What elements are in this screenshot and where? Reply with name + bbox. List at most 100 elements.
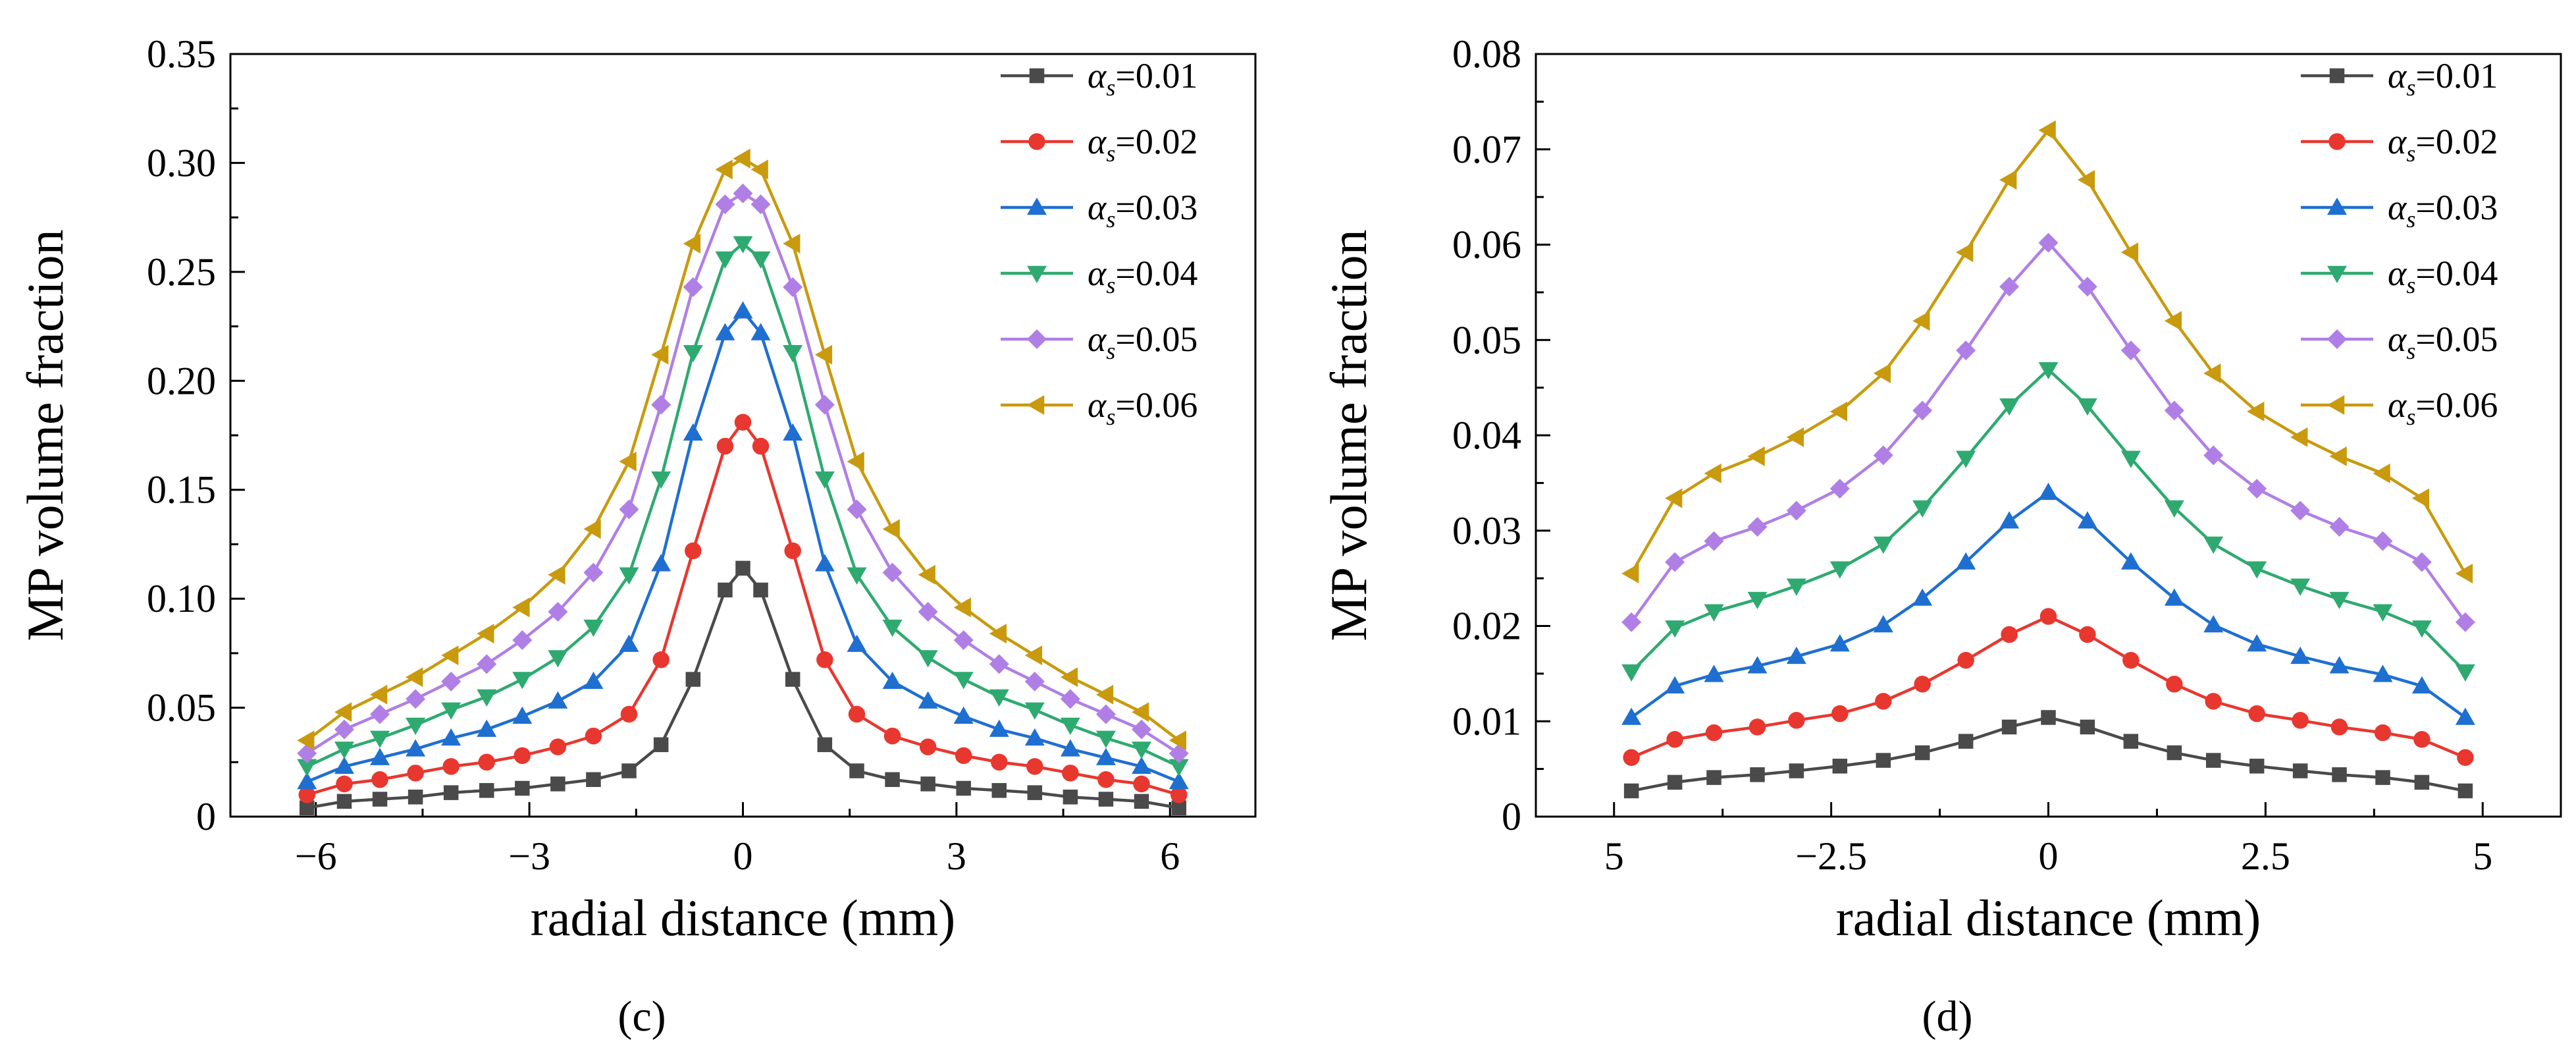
legend-symbol: α <box>1088 122 1107 161</box>
legend: αs=0.01αs=0.02αs=0.03αs=0.04αs=0.05αs=0.… <box>2301 56 2498 430</box>
data-point <box>2290 646 2311 664</box>
data-point <box>1832 759 1848 774</box>
data-point <box>849 763 864 778</box>
data-point <box>549 738 567 755</box>
data-point <box>479 783 494 798</box>
data-point <box>783 423 803 441</box>
x-tick-label: 5 <box>1604 834 1624 878</box>
data-point <box>298 786 315 803</box>
data-point <box>989 719 1009 737</box>
data-point <box>2458 783 2473 799</box>
data-point <box>1788 712 1805 729</box>
data-point <box>651 394 671 415</box>
legend: αs=0.01αs=0.02αs=0.03αs=0.04αs=0.05αs=0.… <box>1001 56 1197 430</box>
data-point <box>2455 563 2473 583</box>
data-point <box>1912 400 1933 421</box>
legend-subscript: s <box>1106 404 1115 430</box>
y-tick-label: 0.05 <box>1452 318 1521 362</box>
data-point <box>1132 756 1151 774</box>
data-point <box>1621 664 1642 682</box>
data-point <box>2205 693 2222 710</box>
data-point <box>443 785 459 800</box>
data-point <box>2411 676 2432 693</box>
data-point <box>2290 427 2308 447</box>
data-point <box>2038 362 2059 380</box>
data-point <box>1024 645 1043 666</box>
series-line <box>306 310 1180 784</box>
data-point <box>919 738 937 755</box>
data-point <box>1665 676 1685 693</box>
data-point <box>715 159 733 180</box>
data-point <box>784 542 801 560</box>
legend-item: αs=0.01 <box>2301 56 2498 101</box>
y-tick-label: 0.02 <box>1452 605 1521 648</box>
x-axis-title: radial distance (mm) <box>531 889 955 946</box>
data-point <box>1829 634 1850 652</box>
data-point <box>406 667 423 688</box>
data-point <box>683 345 703 363</box>
x-tick-label: 0 <box>2039 834 2059 878</box>
data-point <box>953 630 974 651</box>
data-point <box>715 194 735 215</box>
x-tick-label: 2.5 <box>2241 834 2290 878</box>
legend-marker <box>1027 329 1047 349</box>
data-point <box>550 776 565 792</box>
data-point <box>297 730 315 751</box>
data-point <box>477 654 497 674</box>
x-tick-label: −3 <box>508 834 550 878</box>
data-point <box>297 772 317 790</box>
legend-value: =0.01 <box>1115 56 1197 95</box>
series-1 <box>299 560 1187 816</box>
data-point <box>1704 664 1724 682</box>
data-point <box>441 702 461 720</box>
data-point <box>2411 552 2432 572</box>
data-point <box>2411 620 2432 638</box>
data-point <box>2411 488 2430 508</box>
data-point <box>1912 588 1933 606</box>
y-tick-label: 0.04 <box>1452 414 1521 457</box>
data-point <box>1873 536 1893 555</box>
data-point <box>1748 718 1766 736</box>
data-point <box>750 251 771 269</box>
data-point <box>1958 734 1974 749</box>
y-tick-label: 0.05 <box>147 686 216 730</box>
legend-label: αs=0.06 <box>2388 385 2498 430</box>
data-point <box>783 345 803 363</box>
data-point <box>583 519 601 539</box>
x-tick-label: −2.5 <box>1795 834 1867 878</box>
panel-label: (d) <box>1922 992 1973 1041</box>
data-point <box>651 344 669 365</box>
legend-value: =0.01 <box>2415 56 2498 95</box>
data-point <box>989 689 1009 707</box>
data-point <box>1667 774 1683 790</box>
data-point <box>477 689 497 707</box>
data-point <box>1999 170 2017 190</box>
data-point <box>334 702 352 722</box>
data-point <box>2077 170 2095 190</box>
data-point <box>1706 770 1722 785</box>
data-point <box>783 233 801 254</box>
legend-symbol: α <box>2388 254 2407 293</box>
data-point <box>956 780 971 796</box>
y-tick-label: 0.07 <box>1452 128 1521 171</box>
data-point <box>512 706 533 724</box>
x-tick-label: 3 <box>947 834 966 878</box>
data-point <box>814 394 835 415</box>
data-point <box>2414 774 2430 790</box>
x-axis-title: radial distance (mm) <box>1836 889 2261 946</box>
legend-subscript: s <box>1106 74 1115 101</box>
data-point <box>1060 689 1080 709</box>
series-3 <box>1621 482 2475 725</box>
data-point <box>2120 552 2141 570</box>
data-point <box>1914 676 1931 693</box>
legend-label: αs=0.01 <box>2388 56 2498 101</box>
data-point <box>548 601 568 622</box>
data-point <box>2290 578 2311 596</box>
series-6 <box>1621 120 2473 583</box>
data-point <box>1134 794 1149 809</box>
data-point <box>620 705 638 723</box>
chart-panel-d: 0 0.01 0.02 0.03 0.04 0.05 0.06 0.07 0.08 5 −2.5 0 2… <box>1320 32 2562 1041</box>
legend-subscript: s <box>2406 74 2415 101</box>
legend-symbol: α <box>1088 254 1107 293</box>
